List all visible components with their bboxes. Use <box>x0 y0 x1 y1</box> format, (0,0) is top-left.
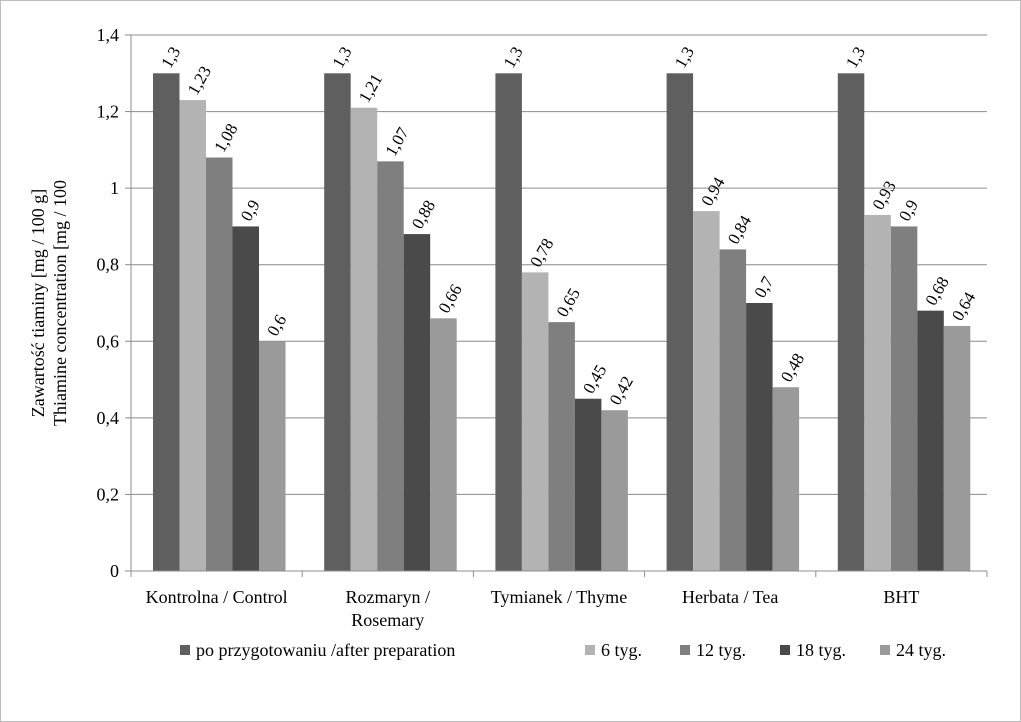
bar <box>259 341 286 571</box>
y-tick-label: 0 <box>110 561 119 581</box>
bar <box>495 73 522 572</box>
data-label: 1,3 <box>500 43 527 71</box>
data-label: 1,3 <box>842 43 869 71</box>
category-label: BHT <box>883 587 919 607</box>
legend-swatch <box>680 645 690 655</box>
data-label: 0,65 <box>553 285 584 320</box>
category-labels: Kontrolna / Control Rozmaryn / Rosemary Tym… <box>146 587 920 630</box>
data-label: 0,68 <box>922 273 953 308</box>
bar <box>153 73 180 572</box>
legend: po przygotowaniu /after preparation 6 tyg… <box>180 640 946 660</box>
bar <box>206 157 233 571</box>
category-label: Herbata / Tea <box>682 587 778 607</box>
data-label: 1,23 <box>184 63 215 98</box>
data-label: 1,3 <box>157 43 184 71</box>
legend-swatch <box>780 645 790 655</box>
data-label: 0,93 <box>869 178 900 213</box>
category-label: Kontrolna / Control <box>146 587 288 607</box>
bars <box>153 73 971 572</box>
data-label: 0,48 <box>777 350 808 385</box>
bar <box>772 387 800 571</box>
bar <box>943 325 971 571</box>
y-axis-title-line: Thiamine concentration [mg / 100 <box>50 180 70 426</box>
data-label: 0,45 <box>579 361 610 396</box>
data-label: 0,7 <box>750 273 777 301</box>
bar <box>430 318 457 571</box>
axes <box>125 34 988 577</box>
category-label: Rosemary <box>351 610 424 630</box>
y-axis-title: Zawartość tiaminy [mg / 100 g] Thiamine c… <box>28 180 70 426</box>
data-label: 0,84 <box>724 212 756 248</box>
data-label: 0,88 <box>408 197 439 232</box>
legend-label: 6 tyg. <box>601 640 642 660</box>
y-axis-title-line: Zawartość tiaminy [mg / 100 g] <box>28 189 48 417</box>
bar <box>693 211 720 571</box>
y-tick-label: 1 <box>110 178 119 198</box>
data-label: 0,9 <box>237 197 264 225</box>
bar <box>864 214 891 571</box>
bar <box>548 322 575 571</box>
bar <box>232 226 259 571</box>
category-label: Rozmaryn / <box>346 587 430 607</box>
bar <box>601 410 628 571</box>
data-label: 0,66 <box>434 281 465 316</box>
y-tick-label: 0,8 <box>97 255 120 275</box>
data-label: 0,94 <box>697 173 729 209</box>
data-label: 1,08 <box>210 120 241 155</box>
data-label: 1,21 <box>355 70 386 105</box>
bar <box>377 161 404 572</box>
data-label: 0,64 <box>948 288 980 324</box>
bar <box>666 73 694 572</box>
data-label: 0,9 <box>895 197 922 225</box>
legend-swatch <box>585 645 595 655</box>
legend-label: 18 tyg. <box>796 640 846 660</box>
bar <box>917 310 944 571</box>
bar <box>574 398 602 571</box>
data-label: 1,3 <box>671 43 698 71</box>
y-tick-label: 0,2 <box>97 484 120 504</box>
legend-label: po przygotowaniu /after preparation <box>196 640 455 660</box>
legend-swatch <box>180 645 190 655</box>
y-tick-labels: 0 0,2 0,4 0,6 0,8 1 1,2 1,4 <box>97 25 120 581</box>
data-label: 1,07 <box>381 124 413 160</box>
y-tick-label: 1,4 <box>97 25 120 45</box>
bar <box>324 73 351 572</box>
bar <box>403 234 431 572</box>
data-label: 0,6 <box>263 311 290 339</box>
data-label: 0,42 <box>606 373 637 408</box>
y-tick-label: 0,4 <box>97 408 120 428</box>
category-label: Tymianek / Thyme <box>491 587 627 607</box>
data-label: 1,3 <box>328 43 355 71</box>
bar <box>179 100 206 571</box>
bar <box>719 249 747 571</box>
legend-label: 12 tyg. <box>696 640 746 660</box>
bar <box>890 226 918 571</box>
bar <box>521 272 549 571</box>
y-tick-label: 0,6 <box>97 331 120 351</box>
bar <box>837 73 865 572</box>
y-tick-label: 1,2 <box>97 102 120 122</box>
bar <box>350 107 378 571</box>
bar <box>746 303 773 571</box>
legend-swatch <box>880 645 890 655</box>
legend-label: 24 tyg. <box>896 640 946 660</box>
